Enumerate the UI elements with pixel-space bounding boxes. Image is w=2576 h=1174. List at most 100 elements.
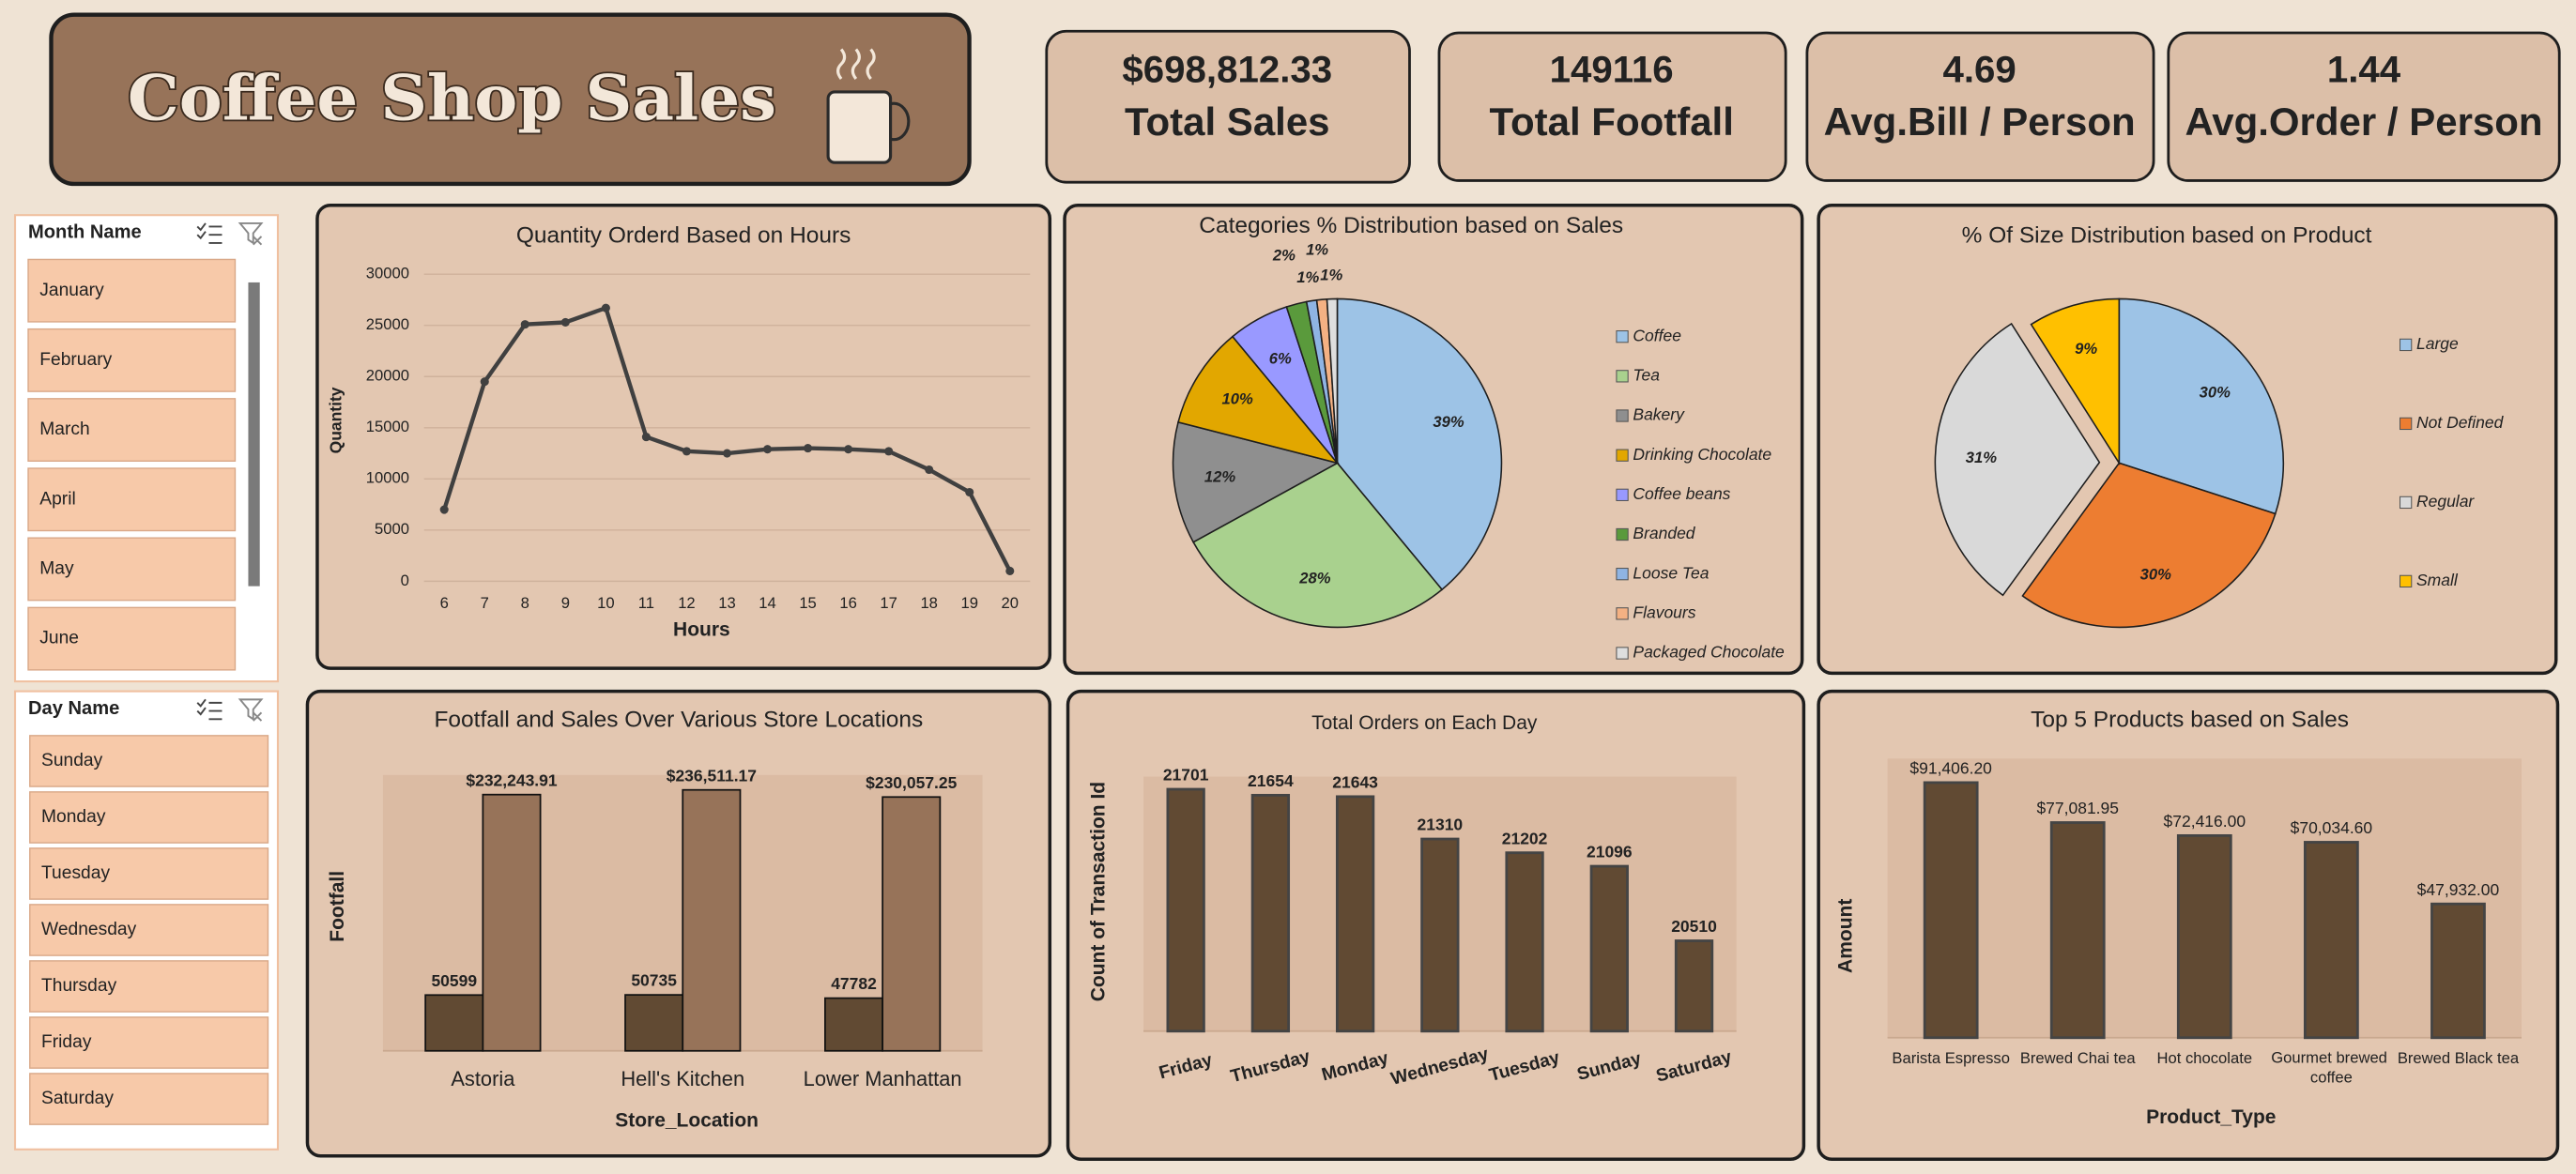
data-label: $91,406.20 bbox=[1909, 759, 1992, 778]
kpi-value: 1.44 bbox=[2327, 49, 2401, 91]
data-label: 1% bbox=[1306, 240, 1328, 258]
slicer-item-label[interactable]: March bbox=[39, 419, 89, 439]
legend-label: Branded bbox=[1633, 524, 1695, 542]
slicer-item[interactable] bbox=[27, 467, 237, 532]
slicer-item-label[interactable]: Wednesday bbox=[41, 920, 137, 939]
bar bbox=[1674, 939, 1714, 1033]
data-label: 21202 bbox=[1502, 829, 1548, 847]
kpi-value: $698,812.33 bbox=[1122, 49, 1332, 91]
data-point bbox=[480, 377, 489, 387]
kpi-card bbox=[1045, 29, 1411, 184]
slicer-item[interactable] bbox=[29, 1073, 269, 1125]
slicer-item[interactable] bbox=[27, 537, 237, 602]
x-tick-label: 19 bbox=[961, 594, 978, 612]
data-label: 2% bbox=[1272, 246, 1296, 264]
legend-label: Flavours bbox=[1633, 602, 1695, 621]
data-point bbox=[965, 487, 974, 497]
legend-label: Tea bbox=[1633, 365, 1660, 384]
slicer-item[interactable] bbox=[29, 960, 269, 1013]
chart-title: % Of Size Distribution based on Product bbox=[1962, 222, 2372, 248]
y-axis-title: Count of Transaction Id bbox=[1087, 782, 1109, 1001]
data-label: 20510 bbox=[1671, 917, 1717, 936]
y-tick-label: 10000 bbox=[366, 469, 409, 487]
data-label: 21654 bbox=[1248, 771, 1294, 790]
x-tick-label: Hell's Kitchen bbox=[621, 1067, 744, 1090]
header-box bbox=[49, 12, 972, 187]
data-point bbox=[439, 505, 449, 514]
clear-filter-icon[interactable] bbox=[238, 698, 264, 722]
data-label: $236,511.17 bbox=[667, 766, 757, 785]
data-label: $230,057.25 bbox=[866, 773, 958, 792]
slicer-item-label[interactable]: Thursday bbox=[41, 976, 117, 996]
y-tick-label: 30000 bbox=[366, 265, 409, 282]
data-label: 28% bbox=[1298, 570, 1330, 587]
data-point bbox=[1005, 566, 1015, 576]
legend-swatch bbox=[2399, 496, 2413, 510]
data-label: 47782 bbox=[831, 974, 877, 993]
bar bbox=[882, 796, 942, 1052]
data-label: 30% bbox=[2140, 566, 2171, 584]
data-label: 50735 bbox=[631, 971, 677, 990]
slicer-item-label[interactable]: Tuesday bbox=[41, 863, 110, 883]
multi-select-icon[interactable] bbox=[196, 698, 222, 721]
slicer-item[interactable] bbox=[29, 735, 269, 787]
bar bbox=[824, 997, 884, 1052]
data-label: $72,416.00 bbox=[2164, 812, 2246, 831]
legend-swatch bbox=[1616, 370, 1629, 383]
data-label: 10% bbox=[1222, 389, 1253, 407]
slicer-item-label[interactable]: Sunday bbox=[41, 751, 103, 770]
legend-swatch bbox=[1616, 647, 1629, 660]
slicer-item[interactable] bbox=[27, 606, 237, 671]
bar bbox=[1420, 837, 1460, 1033]
multi-select-icon[interactable] bbox=[196, 222, 222, 244]
slicer-item[interactable] bbox=[29, 904, 269, 956]
data-point bbox=[722, 449, 732, 458]
slicer-item-label[interactable]: April bbox=[39, 489, 75, 509]
legend-swatch bbox=[2399, 417, 2413, 431]
slicer-item-label[interactable]: January bbox=[39, 281, 104, 300]
slicer-item[interactable] bbox=[27, 328, 237, 392]
legend-swatch bbox=[1616, 488, 1629, 501]
data-point bbox=[804, 444, 813, 453]
data-label: 21701 bbox=[1163, 766, 1209, 785]
bar bbox=[424, 994, 484, 1052]
data-label: $77,081.95 bbox=[2036, 799, 2119, 817]
slicer-item[interactable] bbox=[29, 1016, 269, 1069]
clear-filter-icon[interactable] bbox=[238, 221, 264, 246]
pie-slice bbox=[1177, 335, 1340, 465]
x-tick-label: 8 bbox=[521, 594, 529, 612]
dashboard-title: Coffee Shop Sales bbox=[128, 62, 776, 135]
slicer-item[interactable] bbox=[27, 398, 237, 463]
slicer-item-label[interactable]: Friday bbox=[41, 1032, 92, 1052]
slicer-item[interactable] bbox=[29, 791, 269, 844]
pie-slice bbox=[1326, 297, 1339, 464]
slicer-item-label[interactable]: June bbox=[39, 629, 79, 648]
kpi-card bbox=[1437, 31, 1787, 182]
data-label: $232,243.91 bbox=[466, 770, 558, 789]
kpi-card bbox=[2167, 31, 2561, 182]
y-tick-label: 25000 bbox=[366, 315, 409, 333]
data-label: 31% bbox=[1966, 449, 1997, 466]
slicer-item[interactable] bbox=[29, 847, 269, 900]
x-axis-title: Hours bbox=[673, 618, 730, 640]
slicer-item-label[interactable]: February bbox=[39, 350, 112, 370]
legend-swatch bbox=[1616, 568, 1629, 581]
bar bbox=[1166, 787, 1205, 1033]
data-point bbox=[520, 320, 529, 329]
slicer-item-label[interactable]: Saturday bbox=[41, 1089, 114, 1108]
x-tick-label: Astoria bbox=[451, 1067, 515, 1090]
scrollbar[interactable] bbox=[248, 282, 260, 587]
x-tick-label: 12 bbox=[678, 594, 695, 612]
slicer-item-label[interactable]: May bbox=[39, 559, 74, 579]
bar bbox=[482, 793, 542, 1052]
legend-label: Packaged Chocolate bbox=[1633, 643, 1785, 662]
x-tick-label: 10 bbox=[597, 594, 614, 612]
bar bbox=[1505, 851, 1544, 1033]
slicer-item-label[interactable]: Monday bbox=[41, 807, 106, 827]
y-tick-label: 0 bbox=[401, 572, 409, 589]
slicer-item[interactable] bbox=[27, 258, 237, 323]
legend-label: Bakery bbox=[1633, 405, 1685, 424]
legend-swatch bbox=[1616, 330, 1629, 343]
